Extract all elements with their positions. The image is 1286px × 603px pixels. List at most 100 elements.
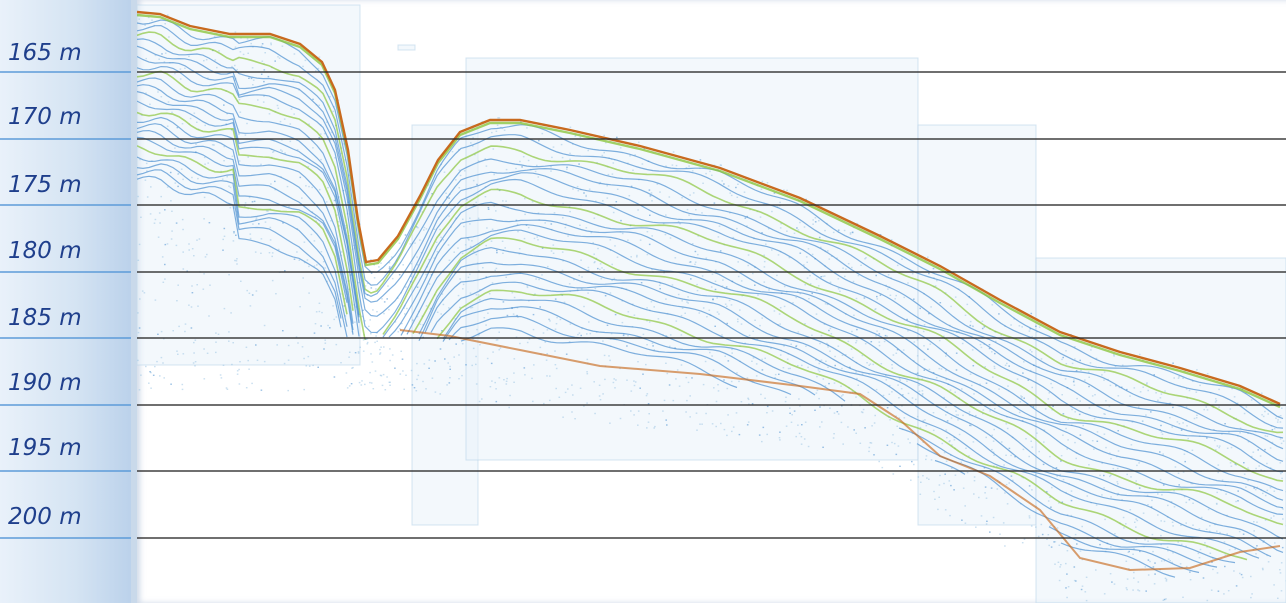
noise-speck [637, 410, 640, 412]
noise-speck [428, 258, 430, 261]
noise-speck [386, 376, 388, 378]
noise-speck [913, 463, 915, 466]
noise-speck [988, 347, 991, 350]
noise-speck [809, 283, 812, 285]
noise-speck [822, 275, 824, 278]
noise-speck [1060, 460, 1062, 462]
noise-speck [494, 269, 496, 271]
noise-speck [879, 294, 882, 296]
noise-speck [665, 335, 668, 337]
noise-speck [792, 302, 794, 304]
noise-speck [568, 283, 571, 285]
noise-speck [746, 377, 749, 379]
noise-speck [1216, 530, 1218, 532]
noise-speck [159, 222, 161, 224]
noise-speck [558, 396, 561, 398]
noise-speck [771, 410, 774, 412]
noise-speck [938, 367, 941, 370]
noise-speck [913, 298, 915, 300]
noise-speck [170, 238, 173, 240]
noise-speck [732, 236, 735, 239]
noise-speck [1030, 525, 1033, 527]
noise-speck [1147, 574, 1150, 576]
noise-speck [490, 240, 493, 242]
noise-speck [236, 68, 238, 71]
noise-speck [586, 358, 589, 361]
noise-speck [636, 256, 638, 258]
noise-speck [984, 492, 986, 494]
noise-speck [1137, 581, 1140, 583]
noise-speck [746, 225, 748, 227]
noise-speck [1074, 441, 1076, 444]
noise-speck [296, 251, 298, 253]
noise-speck [780, 223, 782, 225]
noise-speck [1130, 476, 1132, 478]
noise-speck [879, 234, 882, 236]
noise-speck [164, 209, 166, 211]
noise-speck [611, 279, 613, 282]
noise-speck [687, 381, 690, 384]
noise-speck [203, 196, 206, 199]
noise-speck [1061, 501, 1064, 503]
noise-speck [351, 367, 353, 369]
noise-speck [1253, 521, 1255, 523]
noise-speck [477, 217, 480, 219]
noise-speck [380, 375, 383, 377]
noise-speck [1277, 419, 1279, 421]
noise-speck [1115, 385, 1117, 387]
noise-speck [179, 78, 182, 80]
noise-speck [1047, 500, 1050, 502]
noise-speck [664, 233, 667, 236]
noise-speck [639, 387, 641, 389]
noise-speck [1028, 485, 1031, 487]
noise-speck [1114, 365, 1117, 367]
noise-speck [1182, 596, 1184, 598]
noise-speck [771, 210, 773, 213]
noise-speck [381, 384, 384, 387]
noise-speck [1093, 448, 1095, 450]
noise-speck [705, 172, 707, 175]
depth-rule [0, 470, 136, 472]
noise-speck [786, 189, 788, 192]
noise-speck [298, 259, 301, 261]
noise-speck [379, 348, 381, 351]
noise-speck [223, 160, 225, 162]
noise-speck [252, 79, 255, 81]
noise-speck [861, 354, 864, 357]
noise-speck [961, 342, 964, 345]
noise-speck [766, 412, 768, 414]
noise-speck [388, 262, 391, 264]
noise-speck [823, 323, 826, 325]
noise-speck [626, 345, 628, 347]
noise-speck [746, 200, 748, 203]
noise-speck [416, 256, 418, 258]
noise-speck [325, 121, 328, 123]
noise-speck [818, 220, 820, 222]
noise-speck [1109, 474, 1112, 476]
noise-speck [376, 340, 378, 342]
noise-speck [231, 155, 234, 157]
noise-speck [505, 383, 508, 385]
noise-speck [943, 451, 946, 454]
noise-speck [824, 385, 827, 387]
noise-speck [1133, 577, 1135, 579]
noise-speck [190, 306, 193, 308]
noise-speck [706, 316, 708, 318]
noise-speck [944, 509, 947, 511]
noise-speck [138, 389, 141, 391]
noise-speck [606, 197, 609, 199]
noise-speck [851, 390, 854, 393]
noise-speck [370, 259, 372, 261]
noise-speck [597, 267, 599, 270]
noise-speck [797, 229, 800, 231]
noise-speck [725, 286, 728, 288]
noise-speck [459, 278, 461, 280]
noise-speck [1183, 453, 1186, 455]
noise-speck [399, 373, 402, 375]
noise-speck [713, 202, 716, 204]
noise-speck [491, 228, 494, 230]
noise-speck [637, 361, 639, 363]
noise-speck [177, 172, 180, 175]
noise-speck [1010, 454, 1012, 457]
noise-speck [1076, 543, 1078, 545]
